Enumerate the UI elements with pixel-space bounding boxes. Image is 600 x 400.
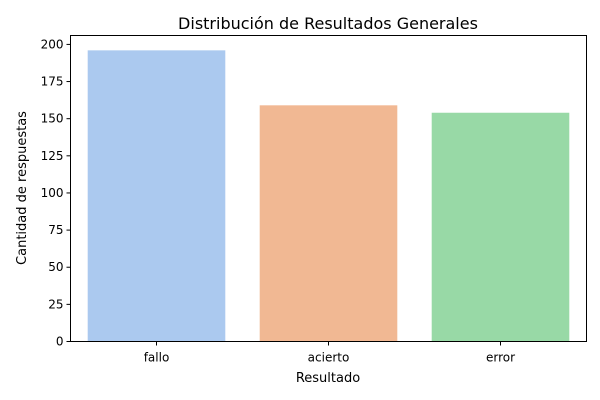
y-axis-label: Cantidad de respuestas xyxy=(15,111,30,265)
x-tick-label: error xyxy=(486,351,515,365)
y-tick-label: 25 xyxy=(48,297,63,311)
plot-frame xyxy=(70,35,587,342)
x-axis-ticks: fallo acierto error xyxy=(144,341,515,365)
y-tick-label: 150 xyxy=(41,112,64,126)
y-tick-label: 50 xyxy=(48,260,63,274)
y-tick-label: 125 xyxy=(41,149,64,163)
bar-fallo xyxy=(87,50,226,342)
bar-acierto xyxy=(259,105,398,342)
y-axis-ticks: 0 25 50 75 100 125 150 175 200 xyxy=(41,37,71,349)
bars-group xyxy=(87,50,570,342)
y-tick-label: 0 xyxy=(56,335,64,349)
bar-error xyxy=(431,112,570,342)
x-axis-label: Resultado xyxy=(296,371,360,386)
x-tick-label: acierto xyxy=(308,351,350,365)
chart-title: Distribución de Resultados Generales xyxy=(178,14,478,33)
y-tick-label: 175 xyxy=(41,75,64,89)
x-tick-label: fallo xyxy=(144,351,170,365)
y-tick-label: 75 xyxy=(48,223,63,237)
y-tick-label: 200 xyxy=(41,37,64,51)
y-tick-label: 100 xyxy=(41,186,64,200)
